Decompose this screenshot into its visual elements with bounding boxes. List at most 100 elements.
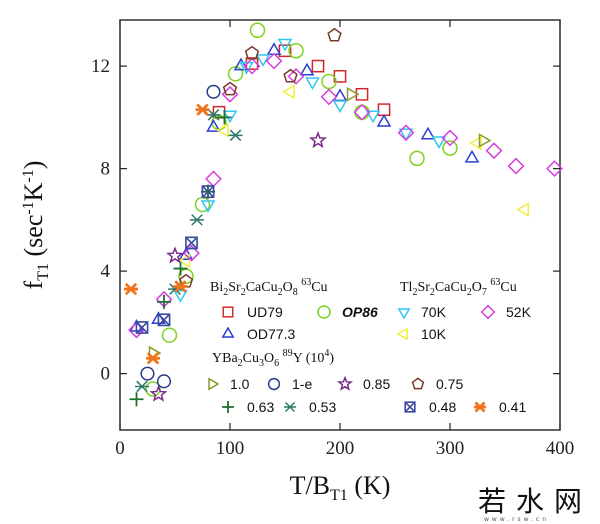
- legend-label-70K: 70K: [421, 304, 447, 320]
- y-tick-label: 4: [101, 261, 111, 282]
- data-point-1.0: [346, 86, 360, 102]
- data-point-52K: [320, 88, 338, 106]
- legend-marker-0.48: [404, 401, 416, 413]
- legend-marker-OP86: [317, 305, 331, 319]
- data-point-0.85: [309, 131, 327, 149]
- data-point-70K: [277, 38, 293, 52]
- data-point-52K: [205, 170, 222, 188]
- data-point-1-e: [206, 84, 221, 99]
- legend: Bi2Sr2CaCu2O8 63Cu Tl2Sr2CaCu2O7 63Cu YBa2…: [208, 277, 532, 415]
- data-point-0.63: [157, 294, 171, 309]
- data-point-OD77.3: [464, 149, 480, 163]
- data-point-52K: [507, 157, 525, 175]
- data-point-10K: [177, 253, 191, 269]
- data-point-OP86: [161, 327, 178, 343]
- x-tick-label: 400: [546, 438, 575, 459]
- legend-label-OP86: OP86: [342, 304, 378, 320]
- data-point-OP86: [227, 66, 244, 82]
- data-point-UD79: [377, 103, 391, 117]
- data-point-52K: [353, 103, 371, 121]
- legend-label-52K: 52K: [506, 304, 532, 320]
- data-point-OP86: [442, 140, 458, 156]
- legend-label-0.41: 0.41: [499, 399, 526, 415]
- y-tick-label: 0: [101, 364, 111, 385]
- legend-label-0.48: 0.48: [429, 399, 456, 415]
- data-point-UD79: [355, 87, 369, 101]
- legend-marker-0.53: [284, 401, 296, 413]
- y-tick-label: 12: [91, 56, 110, 77]
- legend-marker-0.41: [474, 401, 486, 413]
- data-point-OD77.3: [206, 119, 221, 132]
- legend-marker-0.75: [411, 377, 425, 390]
- data-point-0.63: [129, 392, 144, 407]
- x-axis: 0 100 200 300 400: [115, 20, 574, 459]
- data-point-1.0: [478, 133, 492, 148]
- data-point-52K: [287, 67, 305, 85]
- data-point-52K: [485, 142, 503, 160]
- data-point-OD77.3: [299, 62, 315, 76]
- data-point-10K: [516, 202, 530, 217]
- data-point-0.63: [217, 110, 232, 125]
- data-point-70K: [431, 136, 447, 149]
- data-point-OP86: [288, 43, 304, 59]
- data-point-70K: [173, 289, 188, 303]
- data-point-70K: [305, 77, 320, 91]
- legend-marker-10K: [396, 327, 408, 341]
- legend-marker-1-e: [267, 377, 281, 391]
- x-tick-label: 100: [216, 438, 245, 459]
- data-point-0.63: [173, 261, 188, 276]
- data-point-10K: [468, 135, 482, 151]
- data-point-0.85: [166, 246, 184, 264]
- legend-label-0.75: 0.75: [436, 376, 463, 392]
- data-point-52K: [441, 129, 459, 147]
- data-point-1-e: [156, 374, 172, 389]
- legend-marker-0.85: [337, 375, 353, 391]
- watermark-logo: 若水网: [478, 485, 593, 518]
- data-point-0.48: [185, 236, 198, 250]
- plot-area: 0 100 200 300 400 0 4 8 12: [91, 19, 574, 459]
- data-point-52K: [243, 57, 261, 75]
- data-point-OD77.3: [332, 88, 348, 102]
- legend-label-10K: 10K: [421, 326, 447, 342]
- x-tick-label: 0: [115, 438, 125, 459]
- data-point-1-e: [140, 366, 155, 381]
- y-axis-title: fT1 (sec-1K-1): [19, 161, 52, 290]
- data-point-0.85: [149, 384, 168, 402]
- data-point-52K: [546, 160, 563, 178]
- data-point-OD77.3: [178, 247, 194, 260]
- legend-group-ybco: YBa2Cu3O6 89Y (104): [212, 348, 334, 369]
- legend-marker-52K: [480, 304, 496, 320]
- legend-label-OD77.3: OD77.3: [247, 326, 295, 342]
- data-point-70K: [365, 110, 381, 124]
- data-point-70K: [398, 128, 414, 142]
- legend-label-1-e: 1-e: [292, 376, 312, 392]
- y-axis: 0 4 8 12: [91, 56, 560, 385]
- data-point-0.75: [244, 45, 260, 60]
- data-point-70K: [200, 200, 216, 214]
- data-point-70K: [255, 54, 271, 67]
- data-point-OD77.3: [420, 126, 436, 140]
- data-point-70K: [239, 61, 254, 75]
- legend-marker-UD79: [222, 306, 234, 318]
- legend-marker-0.63: [222, 401, 234, 413]
- legend-label-0.85: 0.85: [363, 376, 390, 392]
- data-point-52K: [221, 85, 239, 103]
- data-point-0.48: [157, 313, 171, 327]
- legend-label-0.53: 0.53: [309, 399, 336, 415]
- data-point-0.53: [206, 109, 221, 121]
- legend-label-UD79: UD79: [247, 304, 283, 320]
- legend-group-tl1212: Tl2Sr2CaCu2O7 63Cu: [400, 277, 517, 298]
- legend-label-1.0: 1.0: [230, 376, 250, 392]
- data-point-0.75: [222, 81, 238, 96]
- data-point-0.41: [124, 282, 138, 296]
- data-point-10K: [281, 84, 295, 100]
- data-point-0.75: [283, 68, 298, 83]
- x-axis-title: T/BT1 (K): [290, 471, 391, 504]
- data-point-52K: [397, 124, 415, 142]
- data-point-0.75: [327, 27, 342, 42]
- data-point-UD79: [311, 59, 325, 73]
- legend-marker-OD77.3: [221, 326, 235, 338]
- data-point-52K: [265, 52, 283, 70]
- legend-label-0.63: 0.63: [247, 399, 274, 415]
